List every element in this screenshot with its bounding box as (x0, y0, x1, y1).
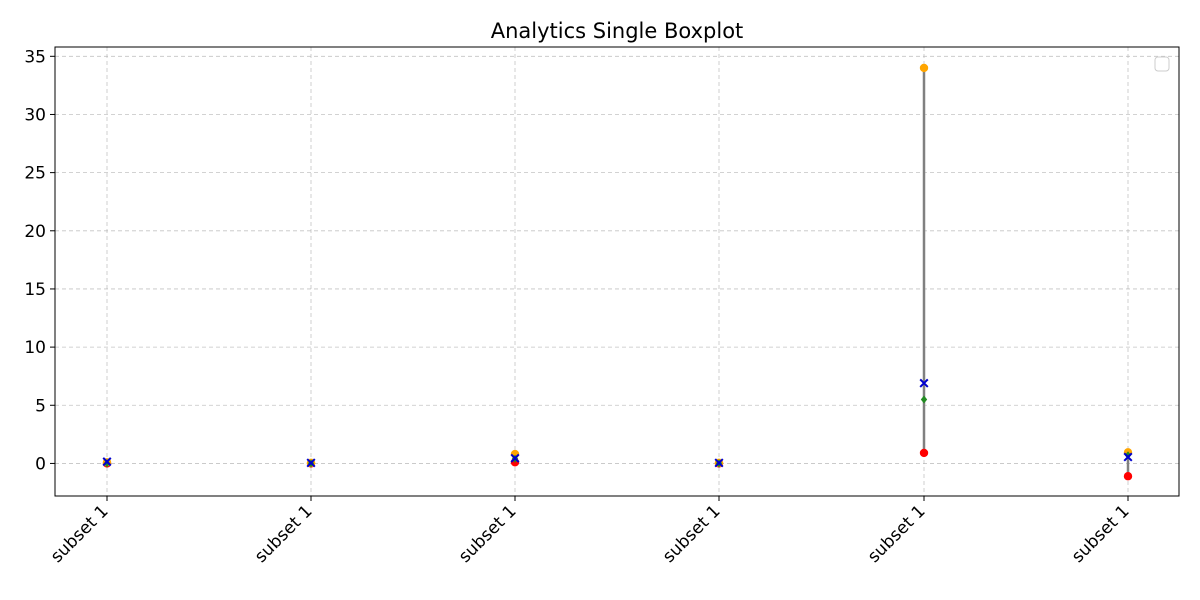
marker-layer (102, 63, 1133, 481)
x-tick-label: subset 1 (47, 501, 112, 566)
mean-point (102, 457, 112, 467)
mean-point (1123, 452, 1133, 462)
y-tick-label: 10 (24, 338, 46, 358)
y-tick-label: 35 (24, 47, 46, 67)
mean-point (714, 458, 724, 468)
y-tick-label: 20 (24, 222, 46, 242)
chart-title: Analytics Single Boxplot (491, 19, 744, 43)
axis-layer: 0 5 10 15 20 25 30 35 subset 1 subset 1 subset 1 su… (24, 47, 1133, 567)
range-layer (105, 67, 1130, 477)
min-point (1123, 472, 1133, 481)
x-tick-label: subset 1 (455, 501, 520, 566)
y-tick-label: 15 (24, 280, 46, 300)
mean-point (919, 378, 929, 388)
max-point (919, 63, 929, 73)
plot-frame (54, 46, 1180, 497)
grid-layer (55, 47, 1179, 496)
mean-point (306, 458, 316, 468)
median-point (920, 395, 928, 404)
y-tick-label: 0 (35, 454, 46, 474)
mean-point (510, 453, 520, 463)
min-point (919, 448, 929, 458)
x-tick-label: subset 1 (1068, 501, 1133, 566)
x-tick-label: subset 1 (864, 501, 929, 566)
y-tick-label: 5 (35, 396, 46, 416)
x-tick-label: subset 1 (251, 501, 316, 566)
legend-box (1154, 56, 1170, 72)
x-tick-label: subset 1 (659, 501, 724, 566)
y-tick-label: 30 (24, 105, 46, 125)
y-tick-label: 25 (24, 164, 46, 184)
